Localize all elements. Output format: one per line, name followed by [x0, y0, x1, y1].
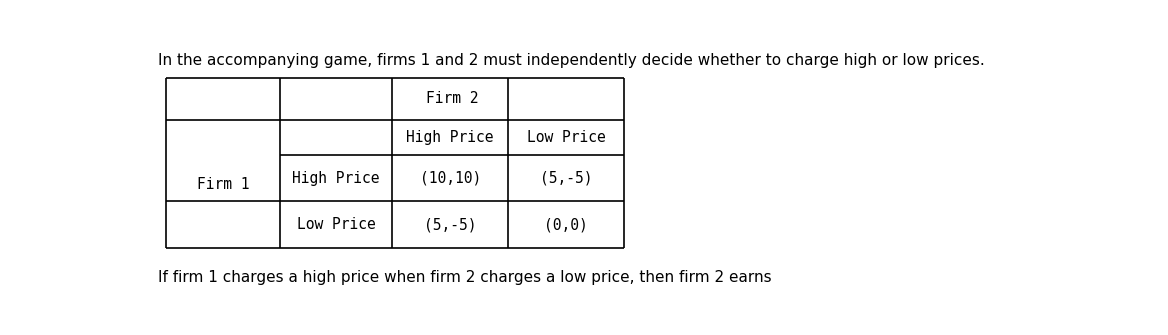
- Text: Firm 2: Firm 2: [425, 91, 478, 107]
- Text: High Price: High Price: [406, 130, 494, 145]
- Text: Firm 1: Firm 1: [196, 177, 249, 192]
- Text: (5,-5): (5,-5): [424, 217, 477, 232]
- Text: If firm 1 charges a high price when firm 2 charges a low price, then firm 2 earn: If firm 1 charges a high price when firm…: [158, 270, 771, 285]
- Text: Low Price: Low Price: [297, 217, 375, 232]
- Text: Low Price: Low Price: [527, 130, 605, 145]
- Text: (0,0): (0,0): [544, 217, 588, 232]
- Text: In the accompanying game, firms 1 and 2 must independently decide whether to cha: In the accompanying game, firms 1 and 2 …: [158, 53, 985, 68]
- Text: (10,10): (10,10): [419, 171, 481, 186]
- Text: High Price: High Price: [292, 171, 380, 186]
- Text: (5,-5): (5,-5): [540, 171, 592, 186]
